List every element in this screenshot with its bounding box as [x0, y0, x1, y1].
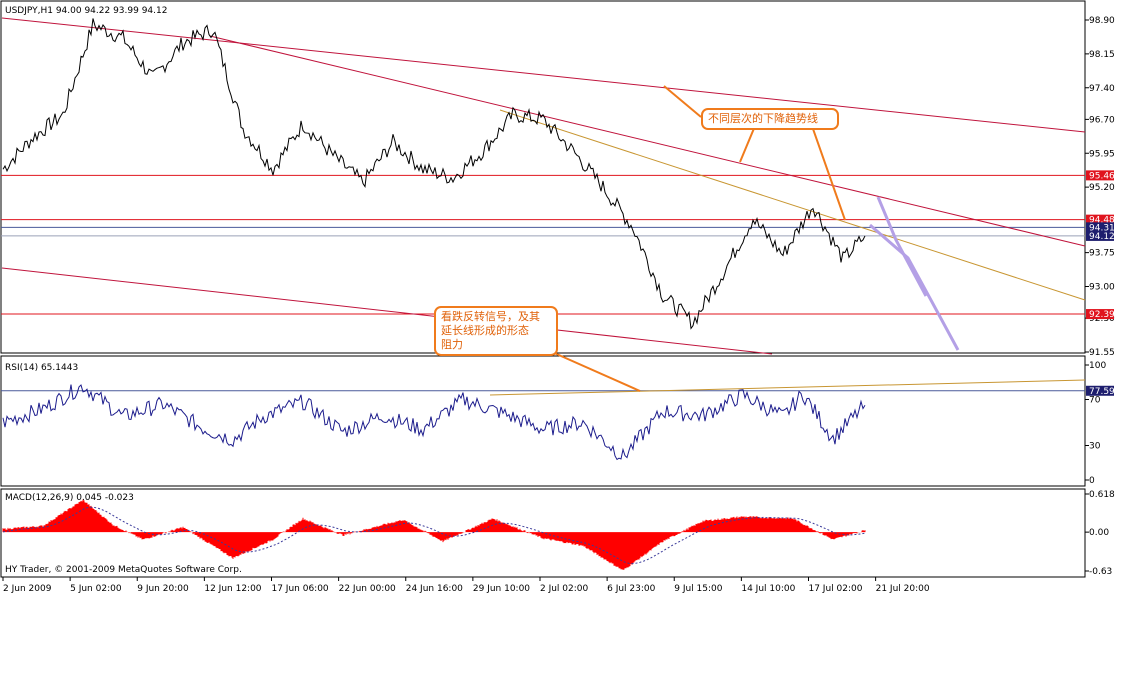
price-ytick-label-1: 98.15	[1089, 50, 1115, 60]
rsi-ytick-label-0: 100	[1089, 361, 1106, 371]
arrow-to-breakout	[811, 125, 846, 221]
reversal-callout-line3: 阻力	[441, 338, 463, 351]
price-ytick-label-8: 92.30	[1089, 314, 1115, 324]
trendline-lower	[1, 267, 773, 355]
x-axis: 2 Jun 2009 5 Jun 02:00 9 Jun 20:00 12 Jun 1…	[2, 577, 930, 594]
price-tag-bg-4	[1086, 309, 1114, 320]
y-axes: 98.90 98.15 97.40 96.70 95.95 95.20 93.75 93.00…	[1085, 16, 1115, 577]
price-tag-bg-1	[1086, 214, 1114, 225]
arrow-to-upper-trendline	[663, 85, 702, 118]
price-tag-bg-0	[1086, 170, 1114, 181]
rsi-series-line	[2, 384, 866, 461]
copyright-text: HY Trader, © 2001-2009 MetaQuotes Softwa…	[5, 565, 242, 575]
xtick-label-0: 2 Jun 2009	[3, 584, 52, 594]
rsi-panel	[0, 355, 1086, 487]
reversal-callout-line2: 延长线形成的形态	[441, 324, 529, 337]
price-ytick-label-4: 95.95	[1089, 149, 1115, 159]
macd-ytick-label-2: -0.63	[1089, 567, 1112, 577]
projection-arrow-1	[869, 223, 960, 351]
rsi-ytick-label-3: 0	[1089, 476, 1095, 486]
price-panel	[0, 0, 1086, 354]
price-tag-bg-2	[1086, 222, 1114, 233]
symbol-title: USDJPY,H1 94.00 94.22 93.99 94.12	[5, 6, 167, 16]
xtick-label-2: 9 Jun 20:00	[137, 584, 189, 594]
xtick-label-7: 29 Jun 10:00	[473, 584, 530, 594]
xtick-label-12: 17 Jul 02:00	[808, 584, 862, 594]
price-ytick-label-5: 95.20	[1089, 183, 1115, 193]
trendline-middle	[209, 35, 1086, 247]
trendline-upper	[1, 17, 1086, 133]
macd-signal-line	[2, 506, 866, 565]
macd-label: MACD(12,26,9) 0.045 -0.023	[5, 493, 134, 503]
xtick-label-9: 6 Jul 23:00	[607, 584, 656, 594]
price-ytick-label-2: 97.40	[1089, 84, 1115, 94]
price-drawing	[1, 17, 1086, 355]
rsi-ytick-label-1: 70	[1089, 396, 1101, 406]
arrow-to-middle-trendline	[739, 125, 756, 163]
price-tag-label-2: 94.31	[1089, 223, 1115, 233]
xtick-label-1: 5 Jun 02:00	[70, 584, 122, 594]
rsi-level-tag-label: 77.59	[1089, 387, 1115, 397]
price-ytick-label-7: 93.00	[1089, 283, 1115, 293]
price-tag-label-3: 94.12	[1089, 232, 1115, 242]
trendline-tan	[499, 109, 1086, 301]
price-tag-label-4: 92.39	[1089, 310, 1115, 320]
macd-drawing	[2, 499, 866, 570]
rsi-level-tag-bg	[1086, 385, 1114, 396]
price-ytick-label-6: 93.75	[1089, 249, 1115, 259]
xtick-label-3: 12 Jun 12:00	[204, 584, 261, 594]
rsi-trendline	[489, 379, 1086, 396]
reversal-callout-line1: 看跌反转信号，及其	[441, 310, 540, 323]
macd-ytick-label-1: 0.00	[1089, 528, 1109, 538]
xtick-label-4: 17 Jun 06:00	[271, 584, 328, 594]
price-ytick-label-3: 96.70	[1089, 115, 1115, 125]
price-series-line	[2, 18, 866, 330]
xtick-label-5: 22 Jun 00:00	[339, 584, 396, 594]
macd-ytick-label-0: 0.618	[1089, 490, 1115, 500]
price-tag-label-0: 95.46	[1089, 171, 1115, 181]
price-ytick-label-0: 98.90	[1089, 16, 1115, 26]
rsi-label: RSI(14) 65.1443	[5, 363, 78, 373]
price-tag-label-1: 94.48	[1089, 216, 1115, 226]
xtick-label-13: 21 Jul 20:00	[876, 584, 930, 594]
projection-arrow-2	[876, 196, 928, 297]
price-tag-bg-3	[1086, 230, 1114, 241]
reversal-callout: 看跌反转信号，及其 延长线形成的形态 阻力	[434, 306, 558, 356]
price-ytick-label-9: 91.55	[1089, 348, 1115, 358]
downtrend-callout-text: 不同层次的下降趋势线	[708, 112, 818, 125]
rsi-drawing	[1, 379, 1086, 461]
annotation-arrows	[551, 85, 960, 392]
xtick-label-6: 24 Jun 16:00	[406, 584, 463, 594]
rsi-ytick-label-2: 30	[1089, 442, 1101, 452]
arrow-to-rsi-trendline	[551, 351, 641, 392]
xtick-label-11: 14 Jul 10:00	[741, 584, 795, 594]
xtick-label-8: 2 Jul 02:00	[540, 584, 589, 594]
xtick-label-10: 9 Jul 15:00	[674, 584, 723, 594]
downtrend-callout: 不同层次的下降趋势线	[701, 108, 839, 130]
